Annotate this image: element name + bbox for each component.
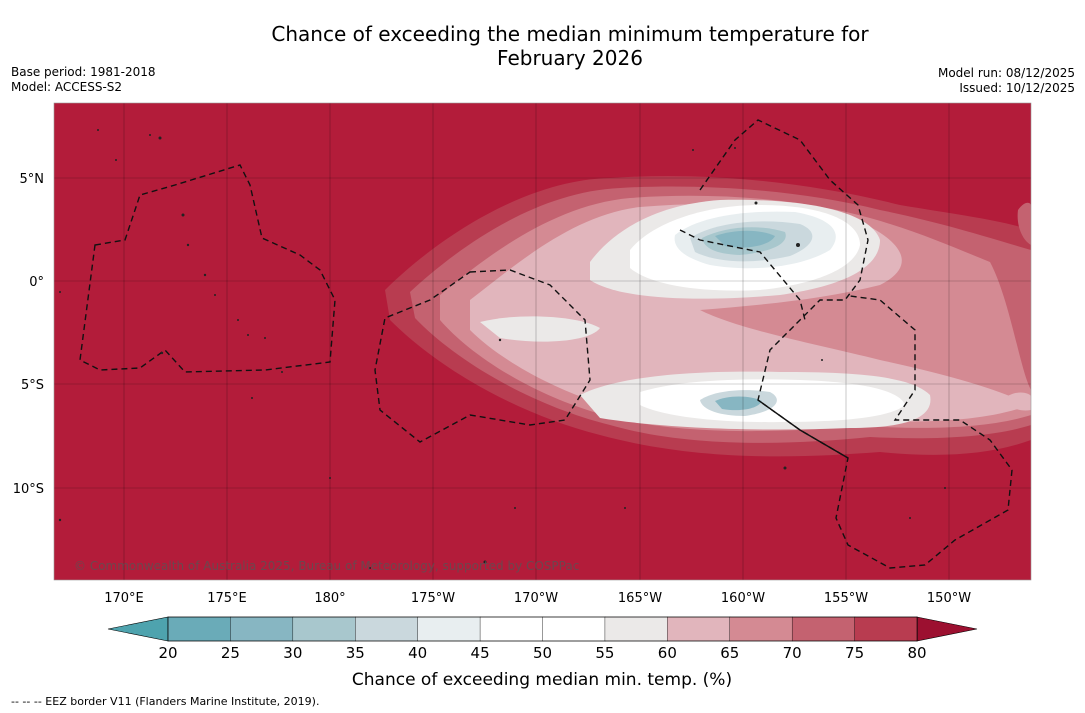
- lon-label: 155°W: [824, 591, 868, 606]
- model-name: Model: ACCESS-S2: [11, 80, 123, 94]
- colorbar-swatch: [355, 616, 419, 642]
- lon-label: 160°W: [721, 591, 765, 606]
- lon-label: 170°E: [104, 591, 144, 606]
- colorbar-tick-label: 30: [283, 644, 302, 662]
- colorbar-under-arrow: [107, 616, 169, 642]
- map-frame: [53, 102, 1032, 581]
- colorbar-tick-label: 55: [595, 644, 614, 662]
- colorbar-over-arrow: [916, 616, 978, 642]
- map-title: Chance of exceeding the median minimum t…: [0, 22, 1085, 70]
- colorbar-swatches: [167, 616, 918, 642]
- colorbar-swatch: [167, 616, 232, 642]
- map-title-line2: February 2026: [497, 46, 643, 70]
- colorbar-tick-label: 35: [346, 644, 365, 662]
- colorbar-tick-label: 70: [783, 644, 802, 662]
- lon-label: 180°: [314, 591, 345, 606]
- colorbar-swatch: [729, 616, 793, 642]
- colorbar-frame: [167, 616, 918, 642]
- contour-25: [715, 230, 775, 248]
- colorbar-tick-labels: 20 25 30 35 40 45 50 55 60 65 70 75 80: [158, 644, 926, 662]
- contour-60-east: [1005, 392, 1031, 411]
- colorbar-swatch: [854, 616, 918, 642]
- map-panel: © Commonwealth of Australia 2025, Bureau…: [54, 103, 1031, 580]
- colorbar-swatch: [417, 616, 481, 642]
- copyright-notice: © Commonwealth of Australia 2025, Bureau…: [74, 559, 579, 573]
- eez-kiribati-gilbert: [79, 164, 336, 373]
- colorbar-swatch: [604, 616, 669, 642]
- lat-labels: 5°N 0° 5°S 10°S: [13, 172, 44, 497]
- colorbar-swatch: [667, 616, 731, 642]
- colorbar-tick-label: 80: [907, 644, 926, 662]
- meta-left: Base period: 1981-2018 Model: ACCESS-S2: [11, 65, 156, 95]
- gridlines: [54, 103, 1031, 580]
- contour-70-east: [1017, 202, 1031, 245]
- lat-label: 10°S: [13, 482, 44, 497]
- eez-kiribati-phoenix: [374, 269, 591, 443]
- colorbar-tick-label: 65: [720, 644, 739, 662]
- lat-label: 0°: [29, 275, 44, 290]
- lon-labels: 170°E 175°E 180° 175°W 170°W 165°W 160°W…: [104, 591, 971, 606]
- eez-internal-line: [679, 229, 806, 321]
- model-run: Model run: 08/12/2025: [937, 66, 1075, 80]
- eez-solid-segment: [757, 399, 849, 459]
- colorbar-swatch: [479, 616, 544, 642]
- map-title-line1: Chance of exceeding the median minimum t…: [271, 22, 869, 46]
- lon-label: 170°W: [514, 591, 558, 606]
- colorbar-tick-label: 20: [158, 644, 177, 662]
- base-period: Base period: 1981-2018: [11, 65, 156, 79]
- lat-label: 5°S: [21, 378, 44, 393]
- lat-label: 5°N: [20, 172, 45, 187]
- colorbar-tick-label: 60: [658, 644, 677, 662]
- colorbar-tick-label: 25: [221, 644, 240, 662]
- colorbar-tick-label: 50: [533, 644, 552, 662]
- lon-label: 150°W: [927, 591, 971, 606]
- colorbar-swatch: [292, 616, 356, 642]
- colorbar-tick-label: 75: [845, 644, 864, 662]
- colorbar-tick-label: 40: [408, 644, 427, 662]
- lon-label: 175°E: [207, 591, 247, 606]
- contour-55-mid: [480, 316, 600, 342]
- colorbar-tick-label: 45: [471, 644, 490, 662]
- issued-date: Issued: 10/12/2025: [959, 81, 1075, 95]
- lon-label: 175°W: [411, 591, 455, 606]
- islands: [58, 129, 946, 569]
- meta-right: Model run: 08/12/2025 Issued: 10/12/2025: [938, 66, 1075, 96]
- lon-label: 165°W: [618, 591, 662, 606]
- colorbar-title: Chance of exceeding median min. temp. (%…: [352, 670, 732, 690]
- probability-field: [385, 176, 1031, 457]
- colorbar-swatch: [230, 616, 294, 642]
- eez-legend-note: -- -- -- EEZ border V11 (Flanders Marine…: [11, 695, 320, 708]
- colorbar: 20 25 30 35 40 45 50 55 60 65 70 75 80 Chance of exc…: [107, 616, 978, 690]
- contour-25-south: [715, 396, 762, 411]
- colorbar-swatch: [791, 616, 856, 642]
- colorbar-swatch: [542, 616, 606, 642]
